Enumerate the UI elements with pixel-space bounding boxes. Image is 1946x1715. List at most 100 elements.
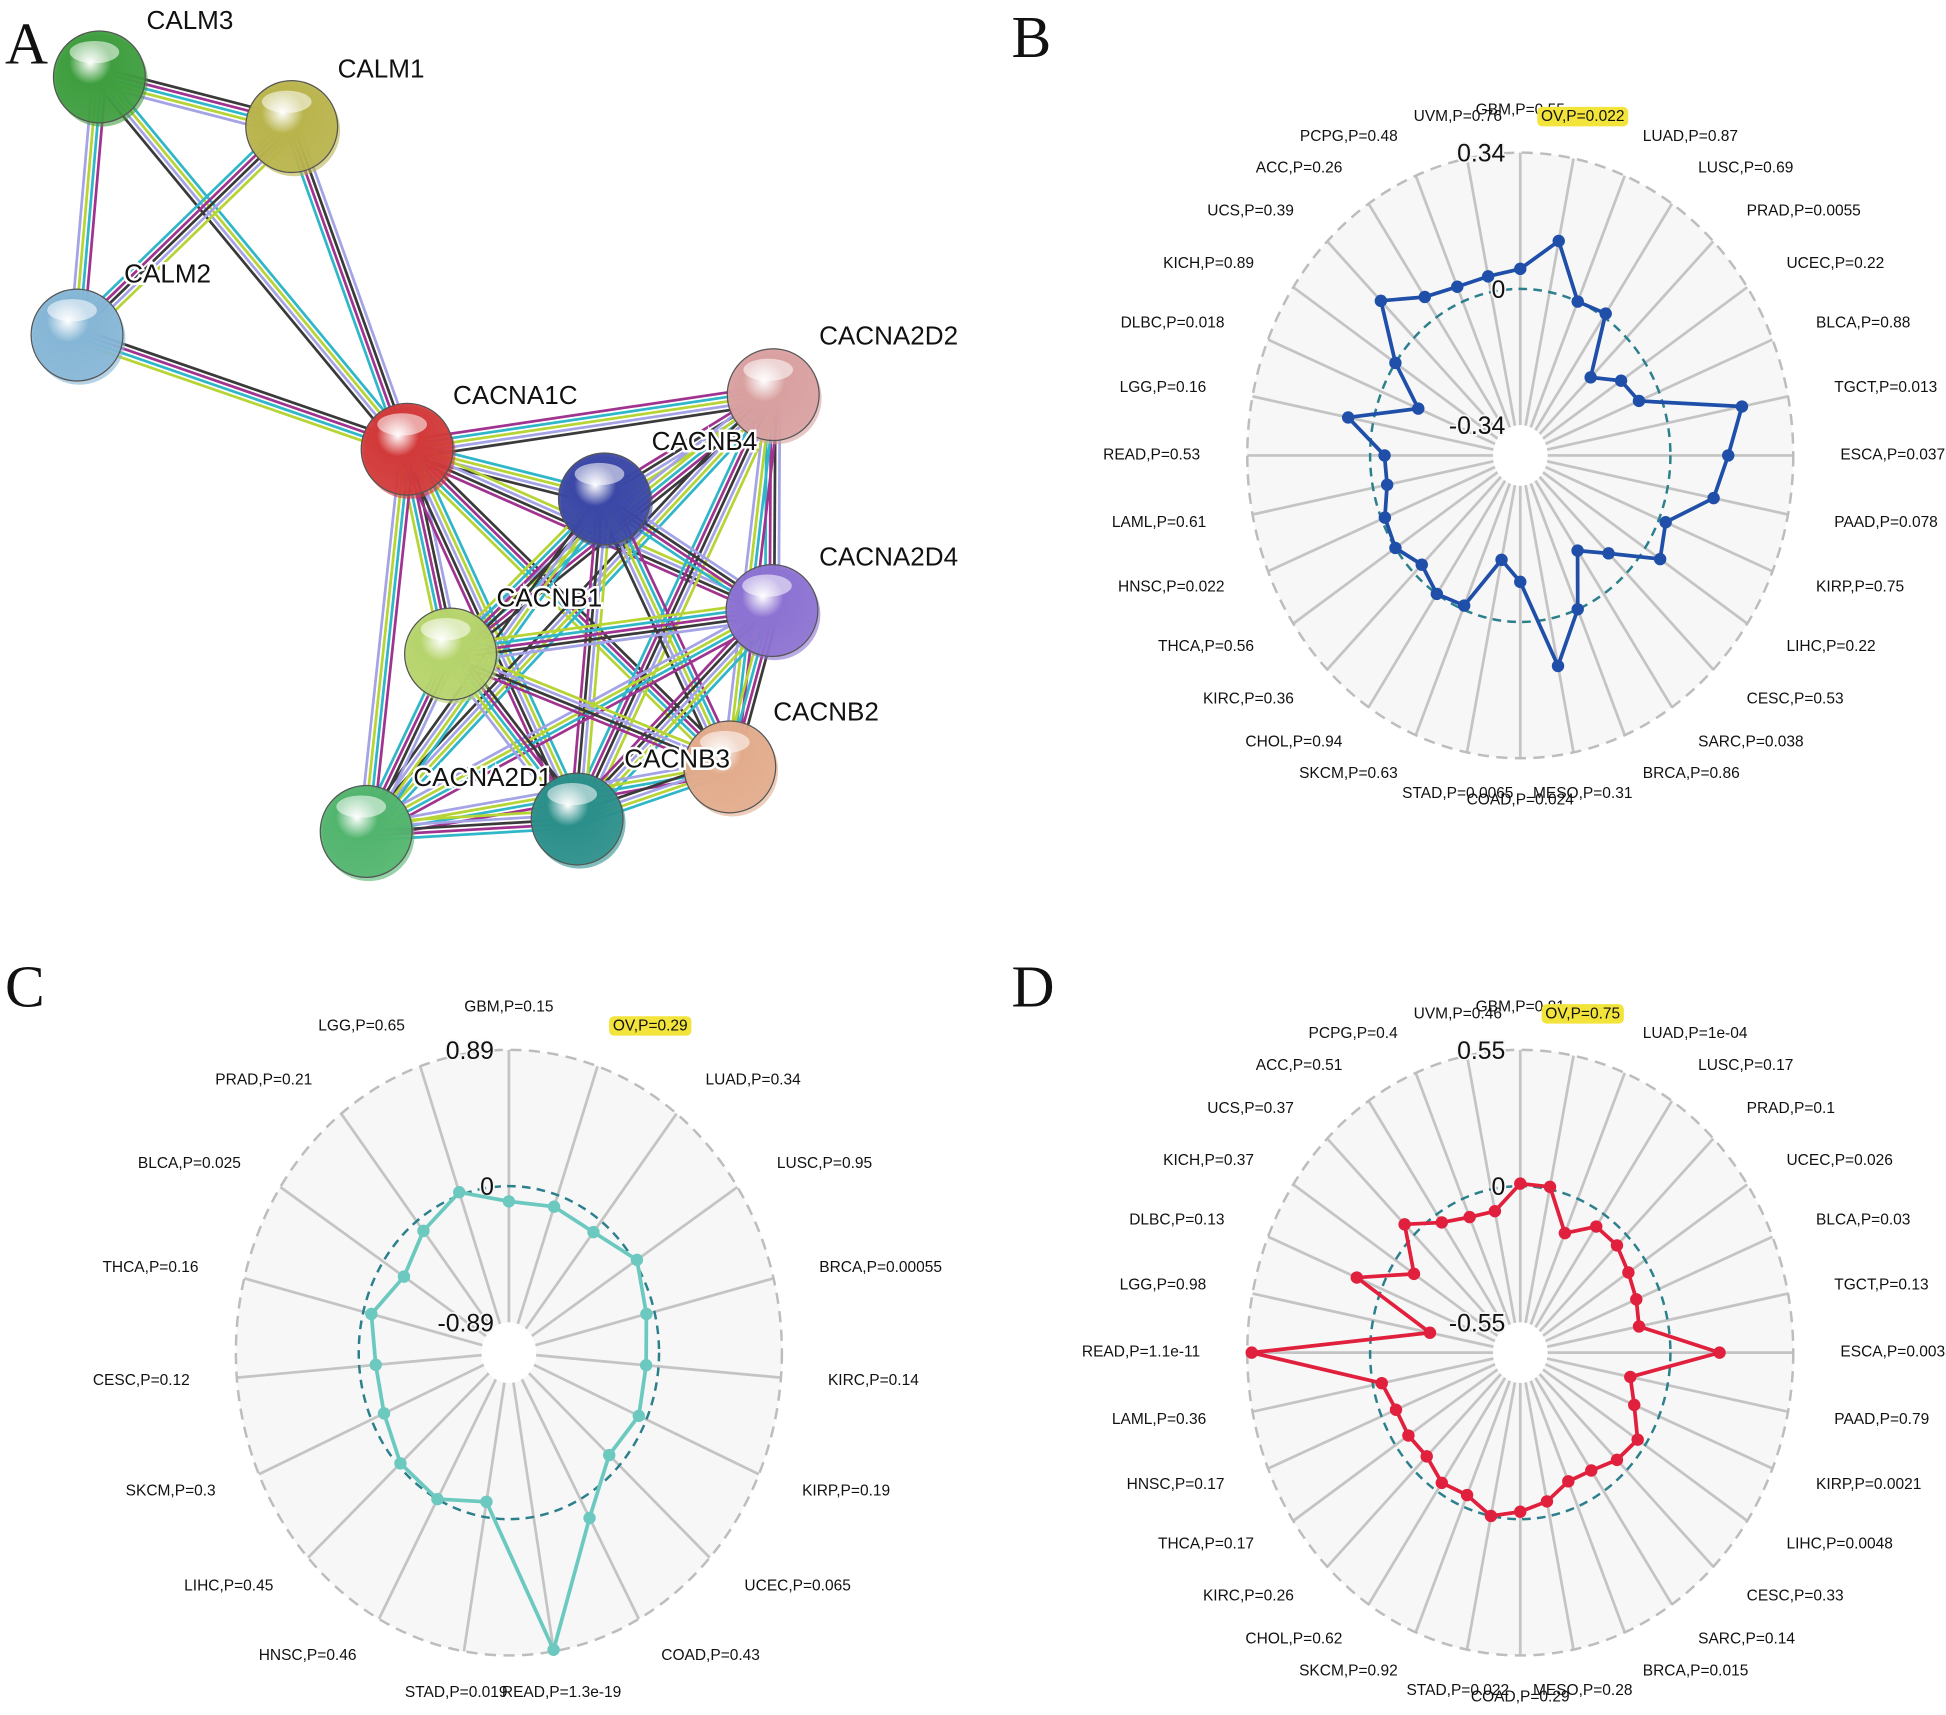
data-point (1630, 1293, 1643, 1306)
data-point (1514, 575, 1527, 589)
edge (370, 398, 780, 837)
category-label: BLCA,P=0.025 (138, 1155, 241, 1172)
data-point (1380, 478, 1394, 491)
data-point (1543, 1180, 1557, 1194)
data-point (1375, 1376, 1388, 1390)
edge (358, 448, 402, 831)
edge (78, 327, 410, 445)
edge (292, 125, 411, 449)
category-label: STAD,P=0.022 (1406, 1682, 1509, 1699)
node-label: CACNB1 (496, 582, 602, 612)
edge (414, 444, 587, 816)
data-point (417, 1224, 430, 1238)
category-label: MESO,P=0.31 (1533, 785, 1633, 802)
data-point (1585, 1464, 1598, 1477)
radar-chart: C0.890-0.89GBM,P=0.15OV,P=0.29LUAD,P=0.3… (5, 953, 942, 1701)
data-point (1614, 374, 1628, 387)
spoke (1534, 479, 1674, 708)
category-label: LIHC,P=0.22 (1786, 638, 1875, 655)
data-point (1707, 491, 1720, 505)
data-point (480, 1495, 493, 1509)
node-gloss (743, 358, 794, 381)
spoke (1367, 1377, 1507, 1606)
category-label: THCA,P=0.16 (102, 1259, 198, 1276)
edge (79, 128, 296, 340)
edge (362, 448, 407, 832)
edge (366, 611, 774, 835)
data-point (369, 1358, 382, 1372)
category-label: SKCM,P=0.92 (1299, 1662, 1398, 1679)
data-point (1389, 541, 1402, 555)
edge (450, 613, 773, 660)
category-label: OV,P=0.29 (613, 1017, 688, 1034)
data-point (1722, 449, 1735, 462)
edge (371, 449, 416, 833)
data-point (1423, 1326, 1437, 1339)
edge (449, 654, 730, 771)
radial-tick-label: -0.89 (437, 1310, 494, 1337)
node-gloss (547, 783, 597, 806)
data-point (640, 1307, 653, 1321)
data-point (587, 1225, 600, 1239)
category-label: UCEC,P=0.22 (1786, 255, 1884, 272)
spoke (1465, 484, 1517, 753)
category-label: CHOL,P=0.62 (1245, 1631, 1342, 1648)
inner-hole (481, 1322, 537, 1383)
spoke (1326, 1373, 1502, 1568)
radar-chart: D0.550-0.55GBM,P=0.81OV,P=0.75LUAD,P=1e-… (1011, 953, 1946, 1705)
grid-ring (1246, 1048, 1795, 1657)
data-point (502, 1195, 516, 1208)
node-label: CACNA2D1 (413, 762, 552, 792)
edge (93, 80, 404, 455)
category-label: LGG,P=0.16 (1120, 379, 1207, 396)
spoke (533, 1363, 760, 1476)
category-label: BRCA,P=0.00055 (819, 1259, 942, 1276)
category-label: KIRC,P=0.14 (828, 1372, 919, 1389)
edge (405, 384, 773, 442)
data-point (1435, 1476, 1449, 1490)
data-point (602, 1448, 616, 1462)
radial-tick-label: -0.55 (1449, 1310, 1506, 1337)
category-label: LUAD,P=0.87 (1643, 128, 1738, 145)
category-label: OV,P=0.022 (1541, 108, 1624, 125)
spoke (1292, 1183, 1499, 1337)
spoke (1538, 1373, 1715, 1568)
node-label: CACNB2 (773, 696, 879, 726)
spoke (1252, 1292, 1494, 1349)
category-label: COAD,P=0.29 (1471, 1689, 1570, 1706)
data-point (1407, 1267, 1421, 1281)
node-label: CACNA2D4 (819, 541, 958, 571)
data-point (630, 1253, 644, 1267)
category-label: LUSC,P=0.17 (1698, 1057, 1793, 1074)
category-label: ACC,P=0.51 (1256, 1057, 1343, 1074)
spoke (1524, 1382, 1575, 1650)
category-label: LIHC,P=0.0048 (1786, 1535, 1892, 1552)
grid-ring (1246, 151, 1795, 760)
data-point (1571, 603, 1584, 616)
category-label: CESC,P=0.12 (93, 1372, 190, 1389)
category-label: THCA,P=0.17 (1158, 1535, 1254, 1552)
network-panel: A CALM3 CALM1 CALM2 CACNA1C CACNA2D2 CACNB4 CA… (5, 3, 961, 882)
data-point (1571, 295, 1584, 308)
node-label: CACNB4 (652, 426, 758, 456)
edge (74, 340, 406, 457)
data-point (365, 1307, 378, 1321)
edge (367, 449, 411, 832)
data-point (377, 1407, 391, 1420)
data-point (1584, 371, 1597, 384)
inner-hole (1492, 1322, 1548, 1383)
category-label: KIRP,P=0.0021 (1816, 1476, 1921, 1493)
edge (582, 499, 613, 820)
edge (579, 612, 777, 824)
edge (288, 126, 407, 451)
edge (82, 132, 299, 343)
category-label: LGG,P=0.98 (1120, 1276, 1207, 1293)
data-point (1514, 262, 1527, 276)
category-label: UCEC,P=0.065 (744, 1577, 850, 1594)
data-point (1430, 587, 1444, 601)
edge (573, 498, 604, 819)
category-label: TGCT,P=0.013 (1834, 379, 1937, 396)
edge (569, 498, 600, 819)
data-point (453, 1186, 466, 1199)
data-point (1402, 1429, 1415, 1442)
